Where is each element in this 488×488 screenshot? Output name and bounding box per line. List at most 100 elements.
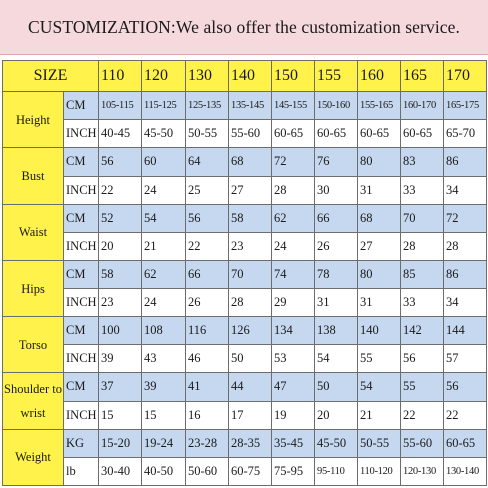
value-cell: 22 [443, 400, 487, 430]
value-cell: 21 [357, 400, 401, 430]
value-cell: 62 [141, 259, 186, 290]
value-cell: 60-65 [443, 428, 487, 458]
value-cell: 50-55 [357, 428, 401, 458]
value-cell: 50-55 [185, 119, 229, 149]
value-cell: 60-65 [400, 119, 444, 149]
value-cell: 150-160 [314, 91, 358, 121]
unit-label: INCH [63, 288, 99, 318]
value-cell: 28 [271, 175, 315, 205]
unit-label: INCH [63, 344, 99, 374]
unit-label: INCH [63, 119, 99, 149]
value-cell: 70 [400, 203, 444, 233]
value-cell: 56 [98, 147, 142, 177]
value-cell: 20 [98, 231, 142, 261]
measurement-row: Waist CM 52 54 56 58 62 66 68 70 72 [2, 203, 487, 261]
value-cell: 22 [98, 175, 142, 205]
value-cell: 135-145 [228, 91, 272, 121]
value-cell: 16 [185, 400, 229, 430]
measurement-row: INCH 23 24 26 28 29 31 31 33 34 [3, 288, 487, 318]
measurement-row: Height CM 105-115 115-125 125-135 135-145 145-… [2, 91, 487, 149]
size-label: SIZE [2, 59, 99, 93]
value-cell: 80 [357, 147, 401, 177]
value-cell: 110-120 [357, 456, 401, 487]
measurement-row: INCH 15 15 16 17 19 20 21 22 22 [3, 400, 487, 430]
value-cell: 52 [98, 203, 142, 233]
size-header-cell: 165 [400, 59, 444, 93]
unit-label: CM [63, 91, 99, 121]
value-cell: 46 [185, 344, 229, 374]
size-chart-table: SIZE 110 120 130 140 150 155 160 165 170 Height CM 1… [2, 59, 487, 487]
value-cell: 125-135 [185, 91, 229, 121]
value-cell: 83 [400, 147, 444, 177]
value-cell: 19-24 [141, 428, 186, 458]
value-cell: 60-75 [228, 456, 272, 487]
value-cell: 165-175 [443, 91, 487, 121]
value-cell: 105-115 [98, 91, 142, 121]
unit-label: KG [63, 428, 99, 458]
value-cell: 15 [98, 400, 142, 430]
unit-label: CM [63, 203, 99, 233]
unit-label: CM [63, 147, 99, 177]
value-cell: 144 [443, 316, 487, 346]
value-cell: 28 [400, 231, 444, 261]
value-cell: 74 [271, 259, 315, 290]
value-cell: 76 [314, 147, 358, 177]
measurement-row: Shoulder to wrist CM 37 39 41 44 47 50 54 55 56 [2, 372, 487, 430]
value-cell: 50 [228, 344, 272, 374]
value-cell: 108 [141, 316, 186, 346]
value-cell: 130-140 [443, 456, 487, 487]
value-cell: 54 [357, 372, 401, 402]
value-cell: 45-50 [314, 428, 358, 458]
value-cell: 65-70 [443, 119, 487, 149]
value-cell: 75-95 [271, 456, 315, 487]
value-cell: 56 [400, 344, 444, 374]
unit-label: INCH [63, 175, 99, 205]
value-cell: 54 [314, 344, 358, 374]
value-cell: 43 [141, 344, 186, 374]
value-cell: 85 [400, 259, 444, 290]
value-cell: 17 [228, 400, 272, 430]
value-cell: 22 [185, 231, 229, 261]
value-cell: 27 [357, 231, 401, 261]
value-cell: 155-165 [357, 91, 401, 121]
value-cell: 28 [443, 231, 487, 261]
customization-banner: CUSTOMIZATION:We also offer the customiz… [0, 0, 488, 55]
size-header-cell: 160 [357, 59, 401, 93]
value-cell: 20 [314, 400, 358, 430]
value-cell: 15-20 [98, 428, 142, 458]
value-cell: 56 [185, 203, 229, 233]
value-cell: 47 [271, 372, 315, 402]
size-header-cell: 170 [443, 59, 487, 93]
value-cell: 31 [314, 288, 358, 318]
value-cell: 60-65 [271, 119, 315, 149]
unit-label: lb [63, 456, 99, 487]
measurement-label: Torso [2, 316, 64, 374]
measurement-label: Shoulder to wrist [2, 372, 64, 430]
value-cell: 27 [228, 175, 272, 205]
value-cell: 33 [400, 175, 444, 205]
value-cell: 21 [141, 231, 186, 261]
measurement-row: INCH 39 43 46 50 53 54 55 56 57 [3, 344, 487, 374]
value-cell: 86 [443, 259, 487, 290]
unit-label: CM [63, 372, 99, 402]
value-cell: 54 [141, 203, 186, 233]
value-cell: 53 [271, 344, 315, 374]
measurement-row: Weight KG 15-20 19-24 23-28 28-35 35-45 45-50 50… [2, 428, 487, 487]
value-cell: 24 [141, 288, 186, 318]
value-cell: 26 [314, 231, 358, 261]
size-header-cell: 130 [185, 59, 229, 93]
value-cell: 19 [271, 400, 315, 430]
value-cell: 95-110 [314, 456, 358, 487]
measurement-row: INCH 40-45 45-50 50-55 55-60 60-65 60-65 60-65 6… [3, 119, 487, 149]
value-cell: 78 [314, 259, 358, 290]
value-cell: 142 [400, 316, 444, 346]
value-cell: 116 [185, 316, 229, 346]
value-cell: 31 [357, 175, 401, 205]
value-cell: 115-125 [141, 91, 186, 121]
value-cell: 66 [314, 203, 358, 233]
value-cell: 24 [141, 175, 186, 205]
value-cell: 24 [271, 231, 315, 261]
value-cell: 34 [443, 288, 487, 318]
value-cell: 44 [228, 372, 272, 402]
measurement-label: Bust [2, 147, 64, 205]
